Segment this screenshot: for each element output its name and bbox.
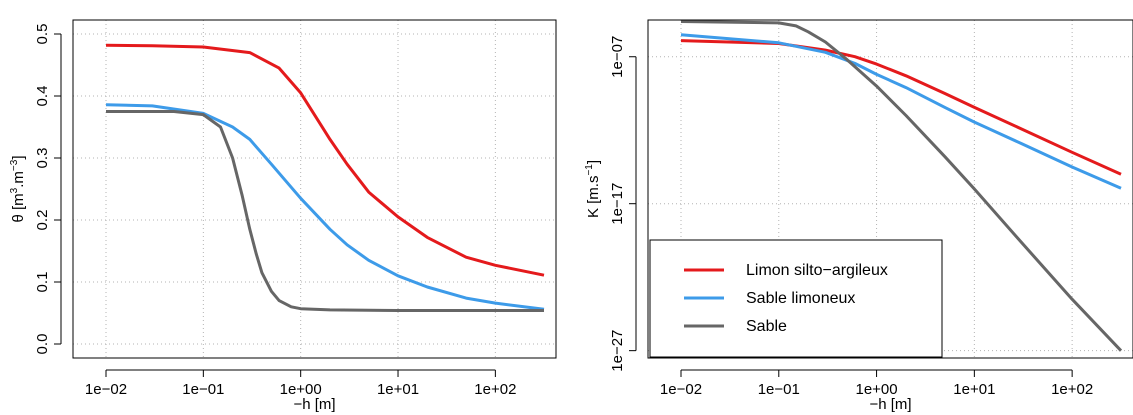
y-tick-label: 0.4 (34, 86, 51, 107)
series-line-3 (680, 20, 1123, 352)
x-tick-label: 1e+02 (1051, 381, 1093, 398)
y-tick-label: 1e−27 (609, 330, 626, 372)
y-axis-label: θ [m3.m−3] (9, 156, 27, 223)
legend-label: Sable limoneux (746, 290, 855, 307)
x-tick-label: 1e−01 (758, 381, 800, 398)
y-axis-label: K [m.s−1] (584, 160, 602, 218)
plot-frame (647, 19, 1133, 359)
y-axis-label-part: ] (585, 160, 602, 164)
x-tick-label: 1e−02 (85, 381, 127, 398)
y-axis-label-part: .m (10, 171, 27, 188)
y-tick-label: 0.1 (34, 272, 51, 293)
y-axis-label-superscript: 3 (9, 187, 20, 193)
series-line-1 (105, 43, 545, 277)
x-tick-label: 1e−01 (182, 381, 224, 398)
x-tick-label: 1e+01 (953, 381, 995, 398)
x-tick-label: 1e+00 (855, 381, 897, 398)
y-axis-label-part: ] (10, 156, 27, 160)
x-tick-label: 1e+02 (474, 381, 516, 398)
y-tick-label: 1e−07 (609, 36, 626, 78)
y-axis-label-superscript: −1 (584, 164, 595, 176)
y-tick-label: 0.0 (34, 334, 51, 355)
series-line-3 (106, 110, 544, 312)
x-axis-label: −h [m] (293, 396, 335, 413)
x-axis-label: −h [m] (869, 396, 911, 413)
y-tick-label: 0.2 (34, 210, 51, 231)
y-axis-label-part: θ [m (10, 193, 27, 222)
y-tick-label: 0.5 (34, 24, 51, 45)
y-axis-label-part: K [m.s (585, 176, 602, 219)
x-tick-label: 1e−02 (660, 381, 702, 398)
theta-chart-panel: 1e−02 1e−01 1e+00 1e+01 1e+02 −h [m] 0.0 0.1 0.2… (9, 19, 557, 413)
legend-label: Sable (746, 318, 787, 335)
plot-frame (72, 19, 557, 359)
y-tick-label: 1e−17 (609, 183, 626, 225)
y-tick-label: 0.3 (34, 148, 51, 169)
series-line-2 (105, 103, 545, 311)
legend: Limon silto−argileux Sable limoneux Sable (649, 239, 943, 358)
y-axis-label-superscript: −3 (9, 159, 20, 171)
series-line-1 (680, 39, 1122, 176)
x-tick-label: 1e+00 (280, 381, 322, 398)
series-line-2 (680, 33, 1122, 190)
conductivity-chart-panel: 1e−02 1e−01 1e+00 1e+01 1e+02 −h [m] 1e−07 1e−1… (584, 19, 1133, 413)
legend-label: Limon silto−argileux (746, 262, 888, 279)
x-tick-label: 1e+01 (377, 381, 419, 398)
